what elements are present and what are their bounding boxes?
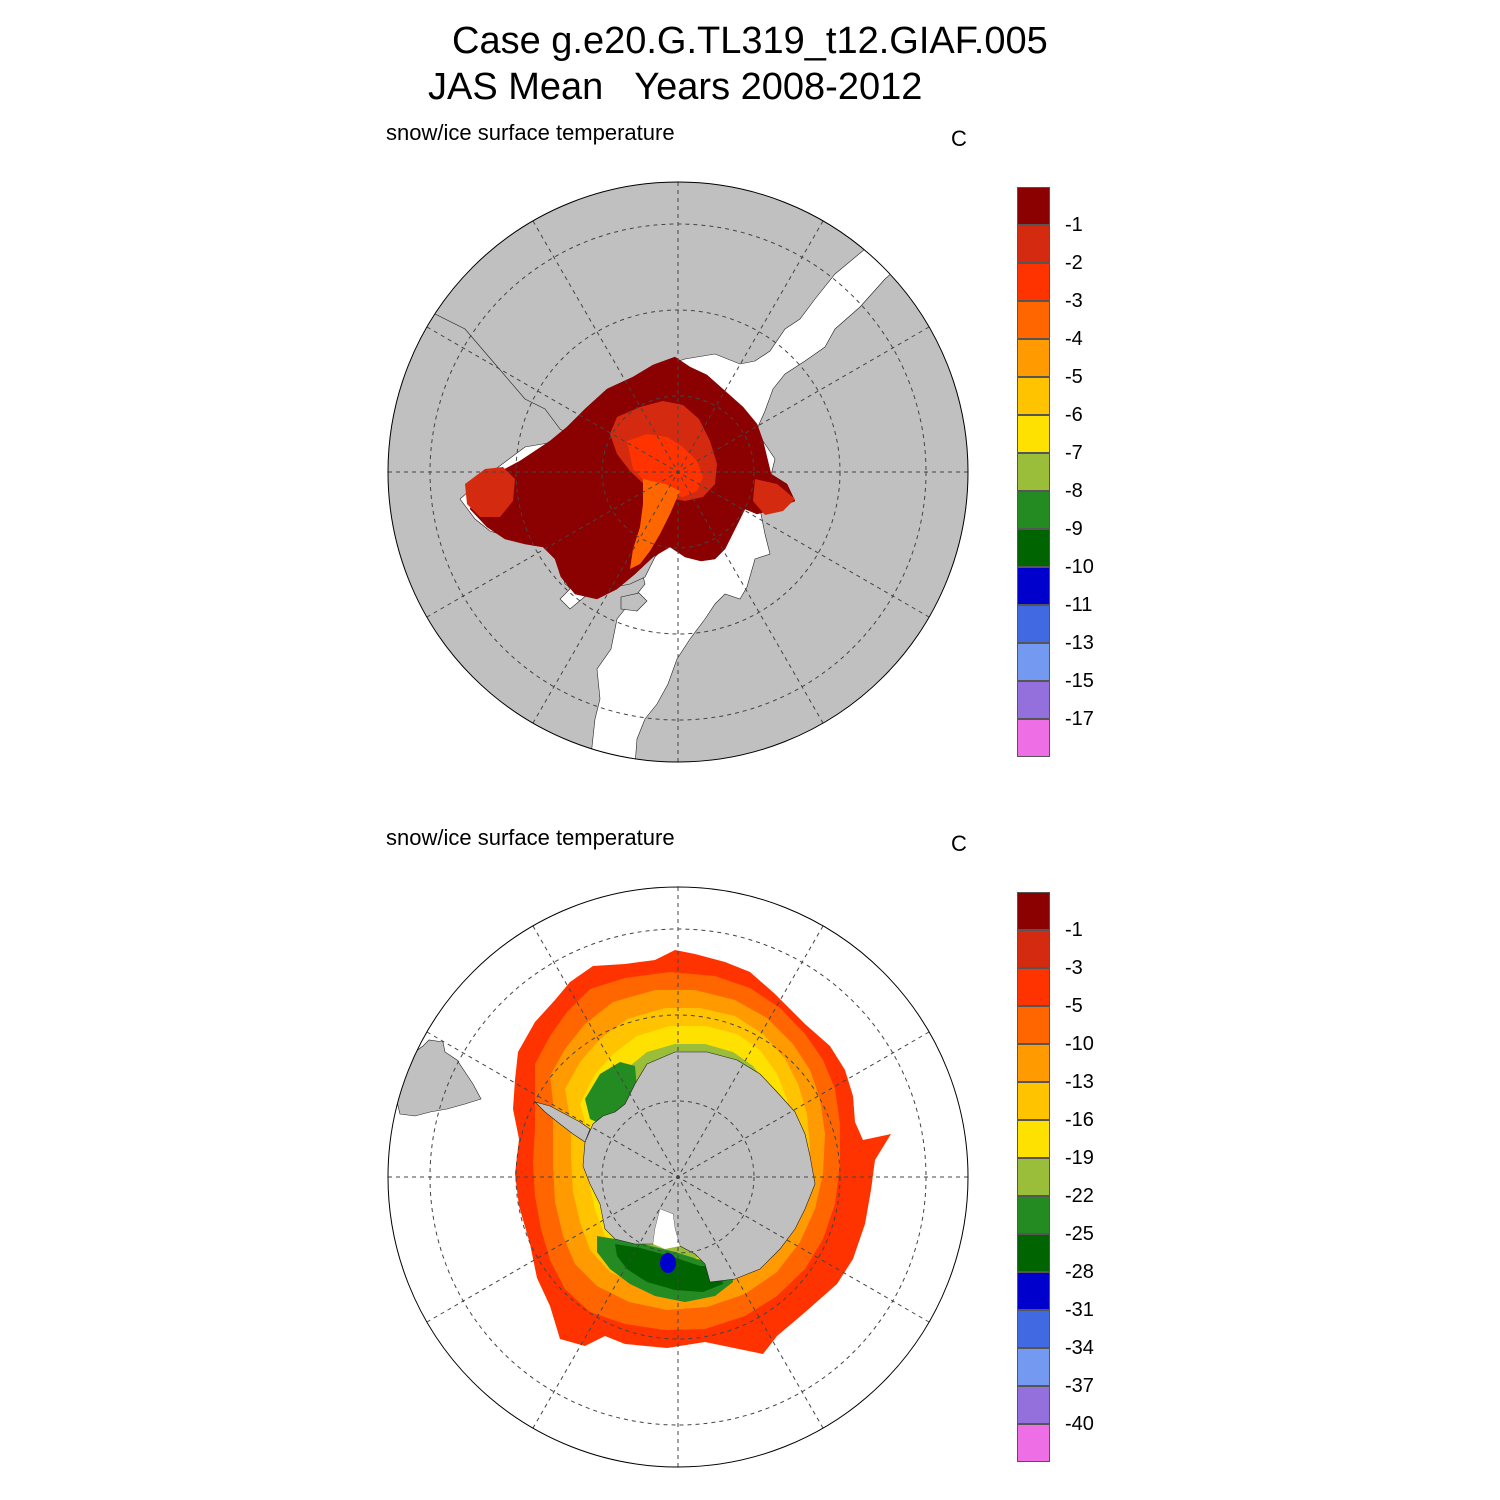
north-colorbar-label: -7 bbox=[1065, 442, 1083, 464]
south-colorbar-label: -13 bbox=[1065, 1071, 1094, 1093]
north-colorbar-swatch bbox=[1017, 301, 1050, 339]
north-colorbar-label: -8 bbox=[1065, 480, 1083, 502]
south-units-label: C bbox=[951, 831, 967, 856]
south-colorbar-label: -31 bbox=[1065, 1299, 1094, 1321]
south-colorbar-label: -37 bbox=[1065, 1375, 1094, 1397]
south-colorbar-swatch bbox=[1017, 1386, 1050, 1424]
north-colorbar-swatch bbox=[1017, 225, 1050, 263]
north-colorbar-swatch bbox=[1017, 567, 1050, 605]
north-colorbar-swatch bbox=[1017, 187, 1050, 225]
north-map-border bbox=[387, 181, 969, 763]
south-colorbar-swatch bbox=[1017, 1348, 1050, 1386]
north-colorbar-label: -2 bbox=[1065, 252, 1083, 274]
north-colorbar-swatch bbox=[1017, 491, 1050, 529]
south-colorbar-label: -28 bbox=[1065, 1261, 1094, 1283]
figure-title-case: Case g.e20.G.TL319_t12.GIAF.005 bbox=[452, 20, 1048, 62]
south-colorbar-label: -3 bbox=[1065, 957, 1083, 979]
south-colorbar-label: -25 bbox=[1065, 1223, 1094, 1245]
north-colorbar-swatch bbox=[1017, 415, 1050, 453]
south-colorbar-swatch bbox=[1017, 1082, 1050, 1120]
south-colorbar-label: -22 bbox=[1065, 1185, 1094, 1207]
south-colorbar-label: -16 bbox=[1065, 1109, 1094, 1131]
south-colorbar-swatch bbox=[1017, 1196, 1050, 1234]
north-colorbar-label: -15 bbox=[1065, 670, 1094, 692]
north-colorbar-label: -9 bbox=[1065, 518, 1083, 540]
south-variable-label: snow/ice surface temperature bbox=[386, 825, 675, 850]
south-colorbar-label: -5 bbox=[1065, 995, 1083, 1017]
south-colorbar-swatch bbox=[1017, 1158, 1050, 1196]
south-colorbar-swatch bbox=[1017, 1234, 1050, 1272]
south-colorbar-swatch bbox=[1017, 1006, 1050, 1044]
north-colorbar-label: -13 bbox=[1065, 632, 1094, 654]
north-ice-field-kara bbox=[753, 479, 795, 515]
south-land-peninsula bbox=[533, 1101, 591, 1143]
south-colorbar-label: -34 bbox=[1065, 1337, 1094, 1359]
south-land-south-america bbox=[394, 1039, 482, 1117]
figure-title-period: JAS Mean Years 2008-2012 bbox=[428, 66, 923, 108]
south-graticule bbox=[388, 887, 968, 1467]
south-colorbar-label: -10 bbox=[1065, 1033, 1094, 1055]
north-colorbar-label: -6 bbox=[1065, 404, 1083, 426]
south-colorbar-swatch bbox=[1017, 1310, 1050, 1348]
south-ice-shelf-ross bbox=[653, 1209, 680, 1249]
north-units-label: C bbox=[951, 126, 967, 151]
north-ice-field-baffin bbox=[465, 467, 515, 517]
north-colorbar-swatch bbox=[1017, 453, 1050, 491]
north-colorbar-label: -10 bbox=[1065, 556, 1094, 578]
north-colorbar-label: -17 bbox=[1065, 708, 1094, 730]
south-polar-map bbox=[387, 886, 969, 1468]
north-polar-map bbox=[387, 181, 969, 763]
north-colorbar-label: -5 bbox=[1065, 366, 1083, 388]
north-colorbar-swatch bbox=[1017, 605, 1050, 643]
north-land-iceland bbox=[620, 592, 648, 612]
south-colorbar-swatch bbox=[1017, 1120, 1050, 1158]
north-colorbar-label: -4 bbox=[1065, 328, 1083, 350]
south-colorbar-swatch bbox=[1017, 930, 1050, 968]
south-colorbar-swatch bbox=[1017, 1044, 1050, 1082]
south-map-border bbox=[387, 886, 969, 1468]
north-colorbar-label: -11 bbox=[1065, 594, 1093, 616]
north-colorbar-swatch bbox=[1017, 643, 1050, 681]
north-variable-label: snow/ice surface temperature bbox=[386, 120, 675, 145]
north-ice-field-tongue bbox=[630, 479, 680, 569]
south-ice-coldest-core bbox=[660, 1253, 676, 1273]
north-colorbar-swatch bbox=[1017, 681, 1050, 719]
south-colorbar-label: -1 bbox=[1065, 919, 1083, 941]
south-colorbar-swatch bbox=[1017, 892, 1050, 930]
south-colorbar-swatch bbox=[1017, 968, 1050, 1006]
south-colorbar-label: -40 bbox=[1065, 1413, 1094, 1435]
south-colorbar-swatch bbox=[1017, 1272, 1050, 1310]
north-colorbar-swatch bbox=[1017, 719, 1050, 757]
north-colorbar-swatch bbox=[1017, 377, 1050, 415]
north-colorbar-label: -3 bbox=[1065, 290, 1083, 312]
north-colorbar-swatch bbox=[1017, 529, 1050, 567]
north-colorbar-swatch bbox=[1017, 263, 1050, 301]
north-colorbar-swatch bbox=[1017, 339, 1050, 377]
north-graticule bbox=[388, 182, 968, 762]
north-colorbar-label: -1 bbox=[1065, 214, 1083, 236]
south-colorbar-swatch bbox=[1017, 1424, 1050, 1462]
south-colorbar-label: -19 bbox=[1065, 1147, 1094, 1169]
